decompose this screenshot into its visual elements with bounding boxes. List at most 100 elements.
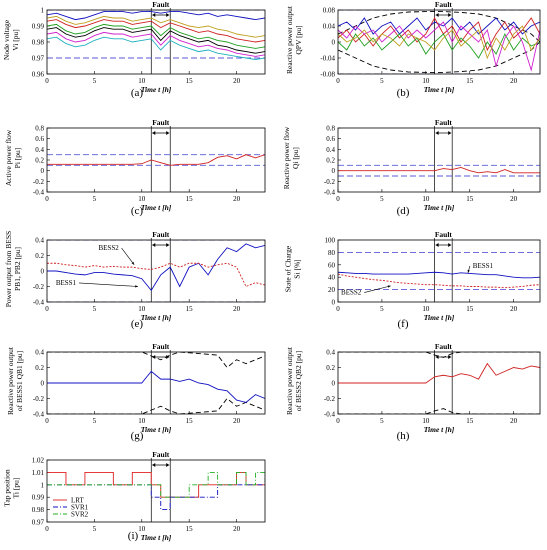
x-tick-label: 10 [422,417,430,425]
plot-frame [46,9,266,75]
series-line-1 [338,408,540,414]
chart-f: 0 20 40 60 80 100 0 5 10 15 20 Time t [h] Fault BESS1… [325,230,541,322]
series-line-3 [338,17,540,52]
panel-caption: (b) [396,87,410,99]
y-axis-label-line1: Node voltage [2,19,12,61]
y-tick-label: -0.2 [324,395,336,403]
chart-g: -0.4 -0.2 0 0.2 0.4 0 5 10 15 20 Time t [h] Fault [33,342,266,434]
x-axis-label: Time t [h] [424,313,455,322]
y-tick-label: 0.98 [32,506,45,514]
x-tick-label: 15 [186,195,194,203]
legend-entry: SVR1 [71,504,89,512]
y-axis-label: Reactive power output of BESS1 QB1 [pu] [6,347,24,415]
y-tick-label: 0.2 [35,252,44,260]
series-line-1 [47,19,265,43]
x-tick-label: 5 [93,417,97,425]
y-tick-label: -0.2 [33,283,45,291]
x-tick-label: 0 [45,417,49,425]
y-tick-label: -0.4 [33,299,45,307]
chart-d: -0.4 -0.2 0 0.2 0.4 0.6 0.8 0 5 10 15 20 Time t [h] F… [324,118,541,212]
y-tick-label: -0.4 [324,411,336,419]
series-line-2 [47,370,265,403]
x-tick-label: 0 [336,77,340,85]
y-tick-label: 20 [328,286,336,294]
y-tick-label: 0.4 [35,146,44,154]
fault-arrowhead-right [166,13,170,17]
y-axis-label-box: Tap position Ti [pu] [0,448,24,528]
x-axis-label: Time t [h] [424,425,455,434]
panel-caption: (h) [396,430,410,442]
y-axis-label-line1: Reactive power output [6,347,15,415]
y-axis-label-line2: QPV [pu] [294,25,303,55]
y-axis-label: Power output from BESS PB1, PB2 [pu] [4,231,22,307]
series-line-0 [47,11,265,21]
fault-label: Fault [152,0,170,9]
annotation-arrow [364,285,391,293]
y-axis-label-line1: Reactive power output [285,347,294,415]
y-axis-label: Reactive power flow Qi [pu] [282,127,300,189]
chart-b: -0.08 -0.04 0 0.04 0.08 0 5 10 15 20 Time t [h] Fau… [320,0,541,94]
x-tick-label: 10 [138,305,146,313]
y-axis-label-box: Power output from BESS PB1, PB2 [pu] [0,228,26,310]
y-axis-label-box: State of Charge Si [%] [277,228,307,310]
y-axis-label-line1: State of Charge [283,245,292,293]
y-tick-label: 0 [332,380,336,388]
fault-arrowhead-right [166,131,170,135]
x-tick-label: 10 [422,195,430,203]
panel-caption: (i) [127,530,139,542]
y-tick-label: 0.4 [326,146,335,154]
y-tick-label: 0.04 [323,23,336,31]
chart-i: 0.97 0.98 0.99 1 1.01 1.02 0 5 10 15 20 Time t [h] F… [32,450,266,542]
series-line-1 [47,397,265,414]
annotation-arrowhead [131,261,135,265]
fault-label: Fault [435,342,453,351]
y-tick-label: 0.4 [326,349,335,357]
y-tick-label: 0.4 [35,237,44,245]
y-tick-label: 0.6 [326,135,335,143]
x-axis-label: Time t [h] [424,203,455,212]
fault-arrowhead-right [448,131,452,135]
chart-e: -0.4 -0.2 0 0.2 0.4 0 5 10 15 20 Time t [h] Fault BE… [33,230,266,322]
y-tick-label: 80 [328,249,336,257]
y-axis-label: Node voltage Vi [pu] [2,20,20,60]
panel-caption: (c) [130,205,144,217]
series-line-bess2 [47,262,265,288]
y-tick-label: 0 [332,299,336,307]
x-tick-label: 20 [510,305,518,313]
plot-frame [46,239,266,303]
y-tick-label: 0 [332,167,336,175]
x-axis-label: Time t [h] [424,85,455,94]
x-tick-label: 15 [466,305,474,313]
x-tick-label: 20 [233,77,241,85]
y-tick-label: 40 [328,274,336,282]
y-axis-label: Tap position Ti [pu] [3,469,21,506]
y-tick-label: 0 [41,380,45,388]
x-tick-label: 0 [45,525,49,533]
panel-caption: (e) [130,318,144,330]
y-axis-label: Reactive power output of BESS2 QB2 [pu] [285,347,303,415]
fault-arrowhead-left [152,131,156,135]
y-tick-label: -0.4 [33,411,45,419]
y-tick-label: 0 [41,167,45,175]
y-tick-label: 1.01 [32,469,45,477]
y-tick-label: 0.2 [35,364,44,372]
x-tick-label: 15 [466,77,474,85]
x-tick-label: 20 [233,525,241,533]
series-line-3 [47,27,265,54]
annotation-arrowhead [467,269,470,273]
annotation-arrowhead [135,285,138,288]
x-tick-label: 5 [93,525,97,533]
y-tick-label: 0.4 [35,349,44,357]
fault-arrowhead-right [448,243,452,247]
annotation-label: BESS1 [473,262,494,270]
fault-label: Fault [435,0,453,9]
chart-c: -0.4 -0.2 0 0.2 0.4 0.6 0.8 0 5 10 15 20 Time t [h] F… [33,118,266,212]
x-tick-label: 20 [233,305,241,313]
x-tick-label: 0 [336,305,340,313]
x-tick-label: 10 [138,417,146,425]
y-axis-label-line1: Power output from BESS [4,230,13,308]
annotation-arrow [78,282,139,287]
series-line-0 [47,352,265,369]
y-tick-label: 0.08 [323,7,336,15]
